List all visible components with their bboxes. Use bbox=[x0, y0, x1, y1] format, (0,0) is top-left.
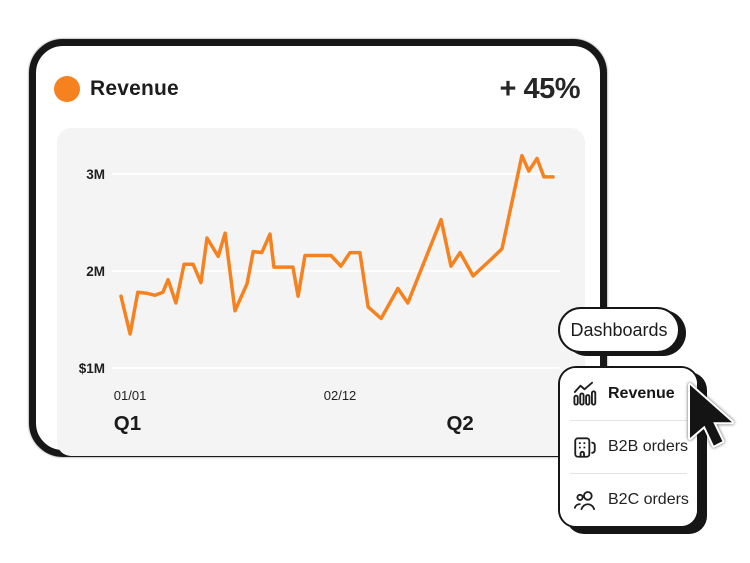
orange-dot-icon bbox=[54, 76, 80, 102]
dashboards-button-label: Dashboards bbox=[570, 319, 668, 340]
svg-text:3M: 3M bbox=[86, 167, 105, 182]
b2c-people-icon bbox=[573, 491, 596, 511]
menu-item-label: B2B orders bbox=[608, 438, 689, 455]
b2b-building-icon bbox=[574, 437, 596, 458]
revenue-card-header: Revenue + 45% bbox=[36, 46, 600, 112]
card-title: Revenue bbox=[90, 77, 179, 100]
svg-text:02/12: 02/12 bbox=[324, 388, 357, 403]
menu-item-revenue[interactable]: Revenue bbox=[560, 368, 697, 420]
menu-item-label: B2C orders bbox=[608, 491, 689, 508]
svg-text:$1M: $1M bbox=[79, 361, 105, 376]
revenue-chart-icon bbox=[573, 381, 597, 406]
svg-text:Q2: Q2 bbox=[446, 412, 473, 435]
svg-text:01/01: 01/01 bbox=[114, 388, 147, 403]
revenue-line-chart: 3M 2M $1M 01/01 02/12 Q1 Q2 bbox=[57, 128, 585, 456]
revenue-card: Revenue + 45% 3M 2M $1M 01/01 02/12 Q1 Q2 bbox=[29, 39, 607, 457]
menu-item-label: Revenue bbox=[608, 385, 675, 402]
dashboards-button[interactable]: Dashboards bbox=[558, 307, 680, 353]
menu-item-b2c-orders[interactable]: B2C orders bbox=[560, 474, 697, 526]
menu-divider bbox=[570, 473, 687, 474]
svg-text:Q1: Q1 bbox=[114, 412, 141, 435]
dashboards-dropdown: Revenue B2B orders B2C orders bbox=[558, 366, 699, 528]
chart-canvas: 3M 2M $1M 01/01 02/12 Q1 Q2 bbox=[79, 153, 560, 435]
menu-item-b2b-orders[interactable]: B2B orders bbox=[560, 421, 697, 473]
svg-text:2M: 2M bbox=[86, 264, 105, 279]
growth-percentage: + 45% bbox=[499, 72, 580, 105]
menu-divider bbox=[570, 420, 687, 421]
